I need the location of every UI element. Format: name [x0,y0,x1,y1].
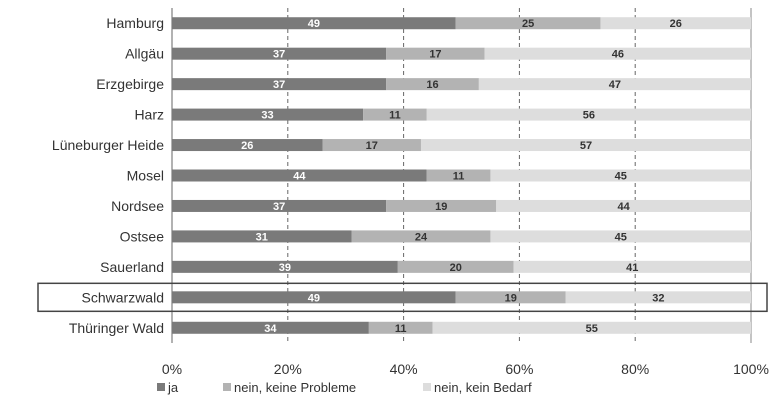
bar-nein-keine-probleme-sauerland [397,260,514,273]
data-label-nein-keine-probleme-allgau: 17 [429,49,441,61]
data-label-nein-keine-probleme-sauerland: 20 [450,262,462,274]
data-label-nein-keine-probleme-ostsee: 24 [415,231,428,243]
data-label-nein-kein-bedarf-harz: 56 [583,110,595,122]
bar-nein-keine-probleme-schwarzwald [455,291,566,304]
bar-nein-keine-probleme-nordsee [386,199,497,212]
data-label-nein-kein-bedarf-erzgebirge: 47 [609,79,621,91]
data-label-nein-kein-bedarf-luneburger-heide: 57 [580,140,592,152]
data-label-nein-keine-probleme-hamburg: 25 [522,18,534,30]
bar-ja-sauerland [172,260,398,273]
data-label-nein-kein-bedarf-mosel: 45 [615,171,627,183]
data-label-ja-erzgebirge: 37 [273,79,285,91]
category-label-ostsee: Ostsee [120,228,165,244]
bar-group: 49 25 26 37 17 46 37 16 47 33 11 56 26 17 57 44 11 45 37 19… [172,17,751,335]
legend-swatch-nein-kein-bedarf [423,383,431,391]
bar-ja-ostsee [172,230,352,243]
data-label-nein-kein-bedarf-hamburg: 26 [670,18,682,30]
data-label-ja-hamburg: 49 [308,18,320,30]
bar-nein-kein-bedarf-nordsee [496,199,751,212]
data-label-ja-ostsee: 31 [256,231,268,243]
legend-label-ja: ja [167,380,179,395]
data-label-nein-kein-bedarf-schwarzwald: 32 [652,292,664,304]
bar-nein-keine-probleme-thuringer-wald [368,321,433,334]
data-label-nein-kein-bedarf-ostsee: 45 [615,231,627,243]
data-label-ja-nordsee: 37 [273,201,285,213]
legend-label-nein-kein-bedarf: nein, kein Bedarf [434,380,532,395]
data-label-nein-kein-bedarf-thuringer-wald: 55 [586,323,598,335]
data-label-ja-mosel: 44 [293,171,306,183]
bar-nein-keine-probleme-mosel [426,169,491,182]
x-tick-label: 0% [162,361,182,377]
bar-ja-mosel [172,169,427,182]
category-labels: Hamburg Allgäu Erzgebirge Harz Lüneburger He… [52,15,164,336]
data-label-nein-keine-probleme-nordsee: 19 [435,201,447,213]
data-label-nein-keine-probleme-schwarzwald: 19 [505,292,517,304]
bar-nein-kein-bedarf-sauerland [513,260,751,273]
highlight-box [37,282,768,313]
category-label-luneburger-heide: Lüneburger Heide [52,137,164,153]
bar-ja-nordsee [172,199,387,212]
data-label-ja-harz: 33 [261,110,273,122]
category-label-thuringer-wald: Thüringer Wald [69,320,164,336]
bar-nein-keine-probleme-ostsee [351,230,491,243]
bar-ja-schwarzwald [172,291,456,304]
category-label-nordsee: Nordsee [111,198,164,214]
legend-label-nein-keine-probleme: nein, keine Probleme [234,380,356,395]
x-tick-label: 20% [274,361,302,377]
category-label-schwarzwald: Schwarzwald [82,289,164,305]
bar-ja-erzgebirge [172,78,387,91]
bar-nein-kein-bedarf-erzgebirge [478,78,751,91]
bar-nein-kein-bedarf-mosel [490,169,751,182]
data-label-nein-kein-bedarf-nordsee: 44 [617,201,630,213]
legend-swatch-nein-keine-probleme [223,383,231,391]
bar-ja-luneburger-heide [172,139,323,152]
bar-nein-keine-probleme-allgau [386,47,485,60]
bar-nein-keine-probleme-luneburger-heide [322,139,421,152]
bar-nein-keine-probleme-erzgebirge [386,78,479,91]
data-label-ja-luneburger-heide: 26 [241,140,253,152]
bar-nein-kein-bedarf-thuringer-wald [432,321,751,334]
data-label-nein-kein-bedarf-allgau: 46 [612,49,624,61]
bar-nein-kein-bedarf-schwarzwald [565,291,751,304]
bar-nein-keine-probleme-hamburg [455,17,601,30]
data-label-ja-allgau: 37 [273,49,285,61]
bar-ja-allgau [172,47,387,60]
bar-nein-kein-bedarf-allgau [484,47,751,60]
data-label-nein-keine-probleme-luneburger-heide: 17 [366,140,378,152]
x-tick-label: 80% [621,361,649,377]
category-label-hamburg: Hamburg [106,15,164,31]
bar-ja-harz [172,108,364,121]
data-label-ja-schwarzwald: 49 [308,292,320,304]
category-label-mosel: Mosel [127,168,164,184]
category-label-harz: Harz [134,107,164,123]
x-axis-ticks: 0% 20% 40% 60% 80% 100% [162,361,769,377]
legend-swatch-ja [157,383,165,391]
data-label-nein-kein-bedarf-sauerland: 41 [626,262,638,274]
x-tick-label: 60% [505,361,533,377]
data-label-nein-keine-probleme-mosel: 11 [453,171,465,183]
bar-nein-kein-bedarf-luneburger-heide [420,139,751,152]
x-tick-label: 100% [733,361,769,377]
legend: ja nein, keine Probleme nein, kein Bedarf [157,380,532,395]
bar-nein-kein-bedarf-harz [426,108,751,121]
bar-nein-kein-bedarf-hamburg [600,17,751,30]
bar-nein-keine-probleme-harz [363,108,427,121]
category-label-allgau: Allgäu [125,46,164,62]
bar-ja-hamburg [172,17,456,30]
data-label-nein-keine-probleme-harz: 11 [389,110,401,122]
category-label-erzgebirge: Erzgebirge [96,76,164,92]
category-label-sauerland: Sauerland [100,259,164,275]
data-label-nein-keine-probleme-thuringer-wald: 11 [395,323,407,335]
data-label-ja-thuringer-wald: 34 [264,323,277,335]
data-label-nein-keine-probleme-erzgebirge: 16 [426,79,438,91]
bar-ja-thuringer-wald [172,321,369,334]
bar-nein-kein-bedarf-ostsee [490,230,751,243]
x-tick-label: 40% [390,361,418,377]
data-label-ja-sauerland: 39 [279,262,291,274]
